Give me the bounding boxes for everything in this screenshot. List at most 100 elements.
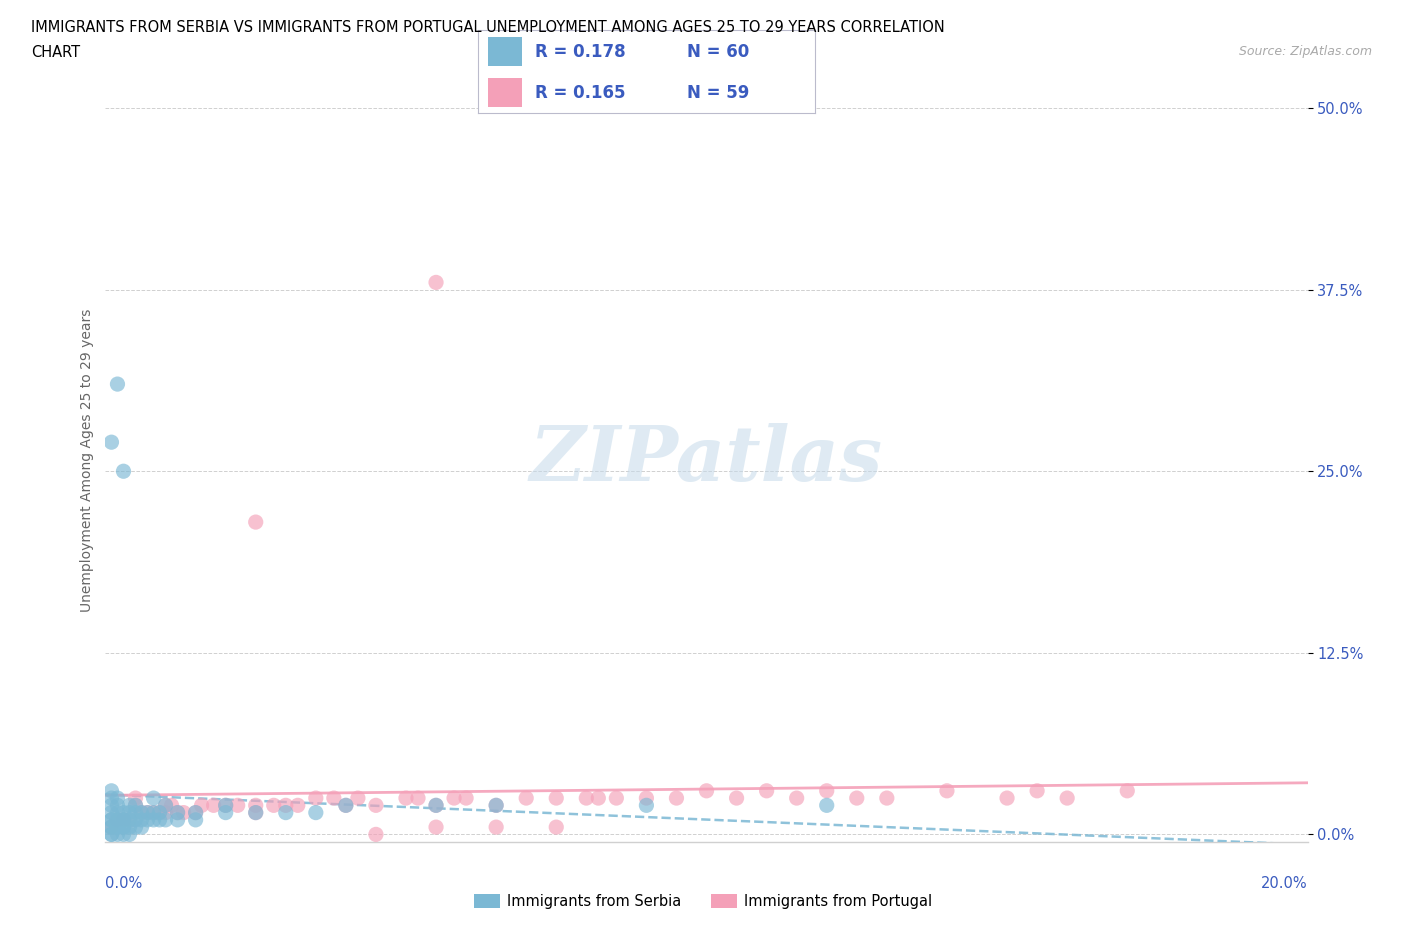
Point xyxy=(100,819,122,834)
Point xyxy=(107,819,129,834)
Point xyxy=(1026,783,1049,798)
Point xyxy=(100,813,122,828)
Point xyxy=(364,827,387,842)
Point xyxy=(184,813,207,828)
Point xyxy=(124,790,146,805)
Point xyxy=(100,790,122,805)
Point xyxy=(190,798,212,813)
Point xyxy=(335,798,357,813)
Point xyxy=(142,790,165,805)
Point xyxy=(876,790,898,805)
Point xyxy=(166,805,188,820)
Point xyxy=(148,805,170,820)
Point xyxy=(155,798,177,813)
Point xyxy=(124,798,146,813)
Point xyxy=(443,790,465,805)
Point xyxy=(100,813,122,828)
Point xyxy=(184,805,207,820)
Point xyxy=(546,819,568,834)
Point xyxy=(274,805,297,820)
Point xyxy=(112,464,135,479)
Point xyxy=(155,813,177,828)
Point xyxy=(131,805,153,820)
Point xyxy=(118,819,141,834)
Point xyxy=(364,798,387,813)
Point xyxy=(815,798,838,813)
Point xyxy=(755,783,778,798)
Point xyxy=(107,827,129,842)
Point xyxy=(100,783,122,798)
Point xyxy=(245,514,267,529)
Point xyxy=(118,805,141,820)
Point xyxy=(112,813,135,828)
Point xyxy=(425,798,447,813)
Point xyxy=(100,819,122,834)
Point xyxy=(118,798,141,813)
Point xyxy=(100,805,122,820)
Point xyxy=(107,813,129,828)
Point xyxy=(112,819,135,834)
Point xyxy=(214,798,236,813)
Point xyxy=(100,827,122,842)
Point xyxy=(485,798,508,813)
Text: N = 59: N = 59 xyxy=(688,84,749,101)
Point xyxy=(936,783,959,798)
Point xyxy=(142,813,165,828)
Point xyxy=(112,819,135,834)
Point xyxy=(148,813,170,828)
Point xyxy=(112,813,135,828)
Point xyxy=(124,805,146,820)
Point xyxy=(160,798,183,813)
Point xyxy=(107,377,129,392)
Bar xyxy=(488,78,522,107)
Point xyxy=(112,813,135,828)
Point xyxy=(118,827,141,842)
Point xyxy=(136,805,159,820)
Point xyxy=(124,798,146,813)
Bar xyxy=(488,37,522,66)
Point xyxy=(107,805,129,820)
Point xyxy=(100,819,122,834)
Point xyxy=(107,813,129,828)
Point xyxy=(815,783,838,798)
Point xyxy=(166,813,188,828)
Point xyxy=(100,827,122,842)
Point xyxy=(142,805,165,820)
Point xyxy=(107,798,129,813)
Point xyxy=(214,798,236,813)
Text: CHART: CHART xyxy=(31,45,80,60)
Point xyxy=(107,819,129,834)
Point xyxy=(155,805,177,820)
Point xyxy=(155,798,177,813)
Text: R = 0.165: R = 0.165 xyxy=(536,84,626,101)
Point xyxy=(636,790,658,805)
Point xyxy=(305,790,328,805)
Point xyxy=(131,819,153,834)
Point xyxy=(425,275,447,290)
Point xyxy=(322,790,344,805)
Point xyxy=(118,813,141,828)
Point xyxy=(696,783,718,798)
Point xyxy=(136,805,159,820)
Y-axis label: Unemployment Among Ages 25 to 29 years: Unemployment Among Ages 25 to 29 years xyxy=(80,309,94,612)
Point xyxy=(786,790,808,805)
Point xyxy=(202,798,225,813)
Point xyxy=(214,805,236,820)
Point xyxy=(124,819,146,834)
Point xyxy=(1056,790,1078,805)
Point xyxy=(588,790,610,805)
Text: 20.0%: 20.0% xyxy=(1261,876,1308,891)
Point xyxy=(173,805,195,820)
Point xyxy=(575,790,598,805)
Legend: Immigrants from Serbia, Immigrants from Portugal: Immigrants from Serbia, Immigrants from … xyxy=(468,888,938,915)
Point xyxy=(454,790,477,805)
Point xyxy=(245,798,267,813)
Point xyxy=(425,819,447,834)
Point xyxy=(605,790,627,805)
Point xyxy=(107,813,129,828)
Point xyxy=(100,434,122,449)
Point xyxy=(515,790,537,805)
Point xyxy=(136,813,159,828)
Point xyxy=(100,798,122,813)
Point xyxy=(166,805,188,820)
